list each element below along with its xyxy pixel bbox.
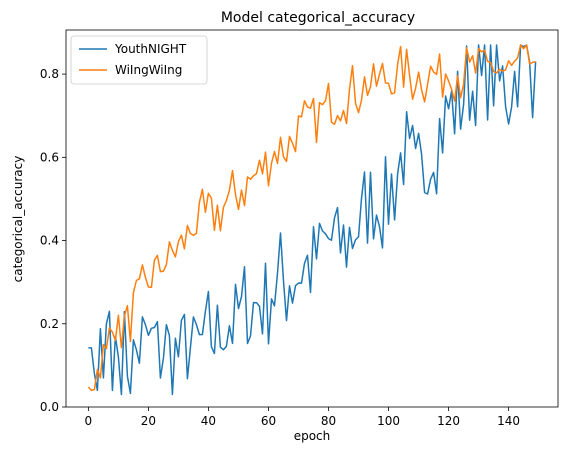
x-tick-label: 120 [437, 414, 460, 428]
x-axis-label: epoch [294, 429, 331, 443]
y-tick-label: 0.8 [40, 67, 59, 81]
series-layer [87, 44, 537, 396]
y-axis: 0.0 0.2 0.4 0.6 0.8 [40, 67, 66, 414]
y-tick-label: 0.4 [40, 234, 59, 248]
plot-area [65, 29, 559, 408]
x-tick-label: 40 [201, 414, 216, 428]
y-tick-label: 0.6 [40, 150, 59, 164]
x-tick-label: 80 [321, 414, 336, 428]
x-tick-label: 140 [497, 414, 520, 428]
legend-label-youthnight: YouthNIGHT [114, 42, 187, 56]
chart-title: Model categorical_accuracy [221, 10, 415, 26]
x-tick-label: 20 [141, 414, 156, 428]
legend-label-wiingwiing: WiIngWiIng [115, 63, 182, 77]
series-line-youthnight [88, 44, 537, 396]
series-line-wiingwiing [87, 44, 536, 392]
legend-box [70, 35, 208, 85]
x-tick-label: 0 [85, 414, 93, 428]
x-tick-label: 60 [261, 414, 276, 428]
x-axis: 0 20 40 60 80 100 120 140 [85, 407, 520, 428]
y-tick-label: 0.0 [40, 400, 59, 414]
x-tick-label: 100 [377, 414, 400, 428]
legend: YouthNIGHT WiIngWiIng [70, 35, 208, 85]
y-axis-label: categorical_accuracy [11, 156, 25, 283]
y-tick-label: 0.2 [40, 317, 59, 331]
